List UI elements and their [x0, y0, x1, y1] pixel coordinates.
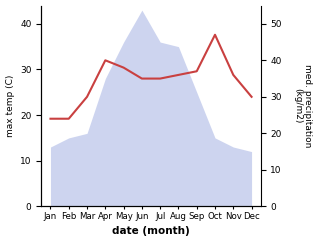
- X-axis label: date (month): date (month): [112, 227, 190, 236]
- Y-axis label: med. precipitation
(kg/m2): med. precipitation (kg/m2): [293, 64, 313, 148]
- Y-axis label: max temp (C): max temp (C): [5, 75, 15, 137]
